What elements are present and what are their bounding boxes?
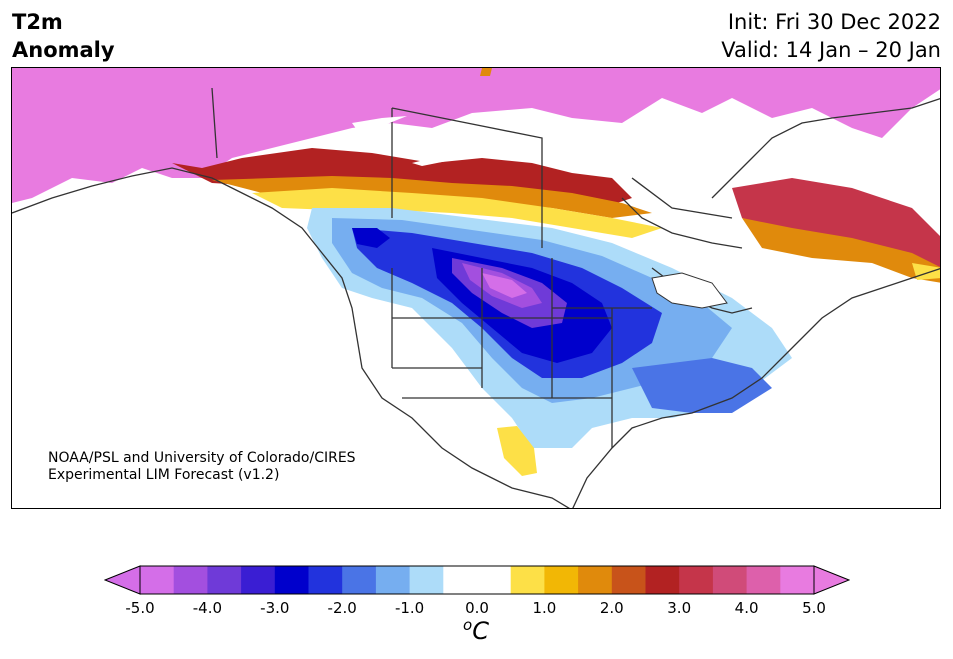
credit-line-2: Experimental LIM Forecast (v1.2) [48,467,280,483]
colorbar-tick-label: -2.0 [327,599,357,617]
colorbar-cell [679,566,714,594]
init-date: Init: Fri 30 Dec 2022 [727,10,941,34]
lakes [352,116,728,309]
colorbar-cell [712,566,748,594]
colorbar-cell [477,566,512,594]
colorbar-cell [375,566,411,594]
unit-degree-mark: o [463,616,473,634]
colorbar-tick-label: 3.0 [667,599,692,617]
colorbar-tick-label: 0.0 [465,599,489,617]
colorbar-cell [443,566,478,594]
colorbar-under-arrow [104,565,141,595]
colorbar-cell [342,566,377,594]
colorbar-unit: oC [463,616,489,645]
colorbar-over-arrow [813,565,850,595]
colorbar-cell [173,566,208,594]
colorbar-cell [611,566,646,594]
colorbar-cell [544,566,579,594]
colorbar-cell [510,566,545,594]
valid-range: Valid: 14 Jan – 20 Jan [721,38,941,62]
colorbar-tick-label: 5.0 [802,599,826,617]
colorbar-cell [308,566,343,594]
map-title: T2m Anomaly [12,8,115,64]
credit-line-1: NOAA/PSL and University of Colorado/CIRE… [48,450,356,466]
colorbar-tick-label: 1.0 [532,599,557,617]
warm-spot-southwest [497,426,537,476]
colorbar-tick-label: 4.0 [734,599,759,617]
colorbar-cell [746,566,781,594]
colorbar [104,565,850,595]
colorbar-tick-label: -4.0 [192,599,223,617]
colorbar-tick-label: -3.0 [260,599,290,617]
colorbar-cell [578,566,613,594]
warm-anomaly-north [12,68,940,283]
coastlines-and-borders [12,87,940,508]
colorbar-cell [140,566,175,594]
title-line-1: T2m [12,10,63,34]
colorbar-tick-label: -1.0 [394,599,425,617]
colorbar-cell [780,566,815,594]
forecast-dates: Init: Fri 30 Dec 2022 Valid: 14 Jan – 20… [721,8,941,64]
title-line-2: Anomaly [12,38,115,62]
cold-anomaly-core [307,208,792,448]
colorbar-cell [409,566,444,594]
colorbar-cell [241,566,276,594]
colorbar-cell [645,566,680,594]
credit-text: NOAA/PSL and University of Colorado/CIRE… [48,450,356,484]
colorbar-cell [274,566,309,594]
colorbar-tick-label: -5.0 [125,599,155,617]
colorbar-cell [207,566,242,594]
unit-letter: C [472,617,489,645]
anomaly-map [11,67,941,509]
colorbar-tick-label: 2.0 [599,599,624,617]
